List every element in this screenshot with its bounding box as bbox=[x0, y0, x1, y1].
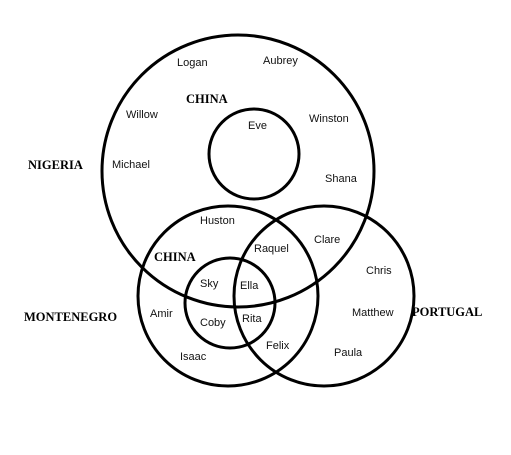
member-felix: Felix bbox=[266, 340, 290, 352]
member-chris: Chris bbox=[366, 265, 392, 277]
china-top-label: CHINA bbox=[186, 92, 228, 106]
nigeria-circle bbox=[100, 33, 376, 309]
nigeria-label: NIGERIA bbox=[28, 158, 83, 172]
china-top-circle bbox=[207, 107, 301, 201]
member-raquel: Raquel bbox=[254, 243, 289, 255]
member-ella: Ella bbox=[240, 280, 259, 292]
member-shana: Shana bbox=[325, 173, 358, 185]
member-matthew: Matthew bbox=[352, 307, 394, 319]
member-huston: Huston bbox=[200, 215, 235, 227]
member-clare: Clare bbox=[314, 234, 340, 246]
member-amir: Amir bbox=[150, 308, 173, 320]
member-paula: Paula bbox=[334, 347, 363, 359]
china-bottom-label: CHINA bbox=[154, 250, 196, 264]
member-rita: Rita bbox=[242, 313, 262, 325]
montenegro-label: MONTENEGRO bbox=[24, 310, 117, 324]
member-aubrey: Aubrey bbox=[263, 55, 298, 67]
portugal-label: PORTUGAL bbox=[412, 305, 482, 319]
member-logan: Logan bbox=[177, 57, 208, 69]
montenegro-circle bbox=[136, 204, 320, 388]
member-eve: Eve bbox=[248, 120, 267, 132]
member-coby: Coby bbox=[200, 317, 226, 329]
portugal-circle bbox=[232, 204, 416, 388]
member-isaac: Isaac bbox=[180, 351, 207, 363]
member-winston: Winston bbox=[309, 113, 349, 125]
member-willow: Willow bbox=[126, 109, 158, 121]
member-michael: Michael bbox=[112, 159, 150, 171]
china-bottom-circle bbox=[183, 256, 277, 350]
member-sky: Sky bbox=[200, 278, 219, 290]
